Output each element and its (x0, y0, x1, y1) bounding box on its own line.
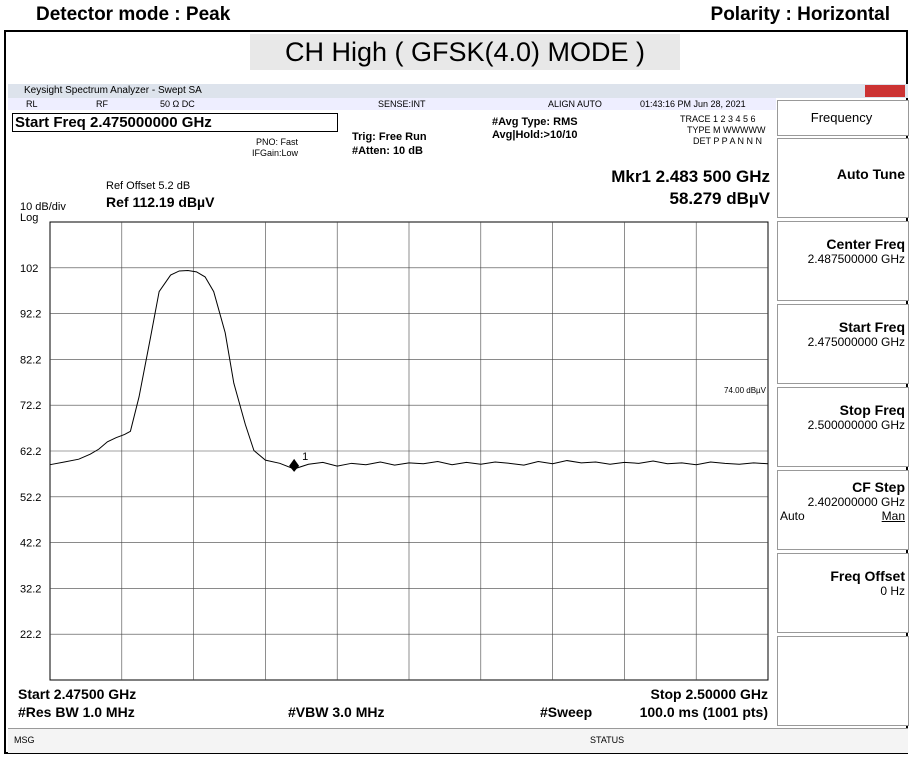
input: 50 Ω DC (160, 99, 195, 109)
atten: #Atten: 10 dB (352, 145, 423, 157)
window-title: Keysight Spectrum Analyzer - Swept SA (8, 84, 908, 98)
log: Log (20, 212, 39, 224)
softkey-cf-step[interactable]: CF Step 2.402000000 GHz Auto Man (777, 470, 909, 550)
man: Man (881, 509, 905, 523)
label: Stop Freq (839, 402, 905, 418)
pno: PNO: Fast (256, 137, 299, 147)
avg-hold: Avg|Hold:>10/10 (492, 129, 578, 141)
value: 0 Hz (880, 584, 905, 598)
softkey-stop[interactable]: Stop Freq 2.500000000 GHz (777, 387, 909, 467)
stop: Stop 2.50000 GHz (650, 686, 769, 702)
y-tick-label: 92.2 (20, 309, 41, 321)
vbw: #VBW 3.0 MHz (288, 704, 385, 720)
window-controls[interactable] (865, 85, 905, 97)
scale: 10 dB/div (20, 201, 66, 213)
y-tick-label: 52.2 (20, 492, 41, 504)
start: Start 2.47500 GHz (18, 686, 137, 702)
softkey-center[interactable]: Center Freq 2.487500000 GHz (777, 221, 909, 301)
chart-title: CH High ( GFSK(4.0) MODE ) (250, 34, 680, 70)
trace-det: DET P P A N N N (693, 136, 763, 146)
msg: MSG (14, 735, 35, 745)
auto: Auto (780, 509, 805, 523)
sweep-time: 100.0 ms (1001 pts) (639, 704, 768, 720)
y-tick-label: 82.2 (20, 354, 41, 366)
polarity: Polarity : Horizontal (710, 4, 890, 25)
marker (289, 458, 300, 472)
softkey-auto-tune[interactable]: Auto Tune (777, 138, 909, 218)
y-tick-label: 102 (20, 263, 38, 275)
y-tick-label: 42.2 (20, 538, 41, 550)
value: 2.487500000 GHz (807, 252, 905, 266)
plot: 102 92.2 82.2 72.2 62.2 52.2 42.2 32.2 22.2 74.00… (20, 221, 769, 681)
start-freq: Start Freq 2.475000000 GHz (12, 113, 338, 132)
limit-label: 74.00 dBµV (724, 386, 767, 395)
auto-man: Auto Man (778, 509, 905, 523)
ref-offset: Ref Offset 5.2 dB (106, 180, 191, 192)
ref-level: Ref 112.19 dBµV (106, 194, 215, 210)
trace: TRACE 1 2 3 4 5 6 (680, 114, 756, 124)
label: Center Freq (826, 236, 905, 252)
label: Freq Offset (830, 568, 905, 584)
detector-mode: Detector mode : Peak (36, 4, 231, 25)
y-tick-label: 32.2 (20, 583, 41, 595)
msg-bar (8, 728, 908, 753)
sweep: #Sweep (540, 704, 593, 720)
marker-freq: Mkr1 2.483 500 GHz (611, 167, 770, 186)
softkey-start[interactable]: Start Freq 2.475000000 GHz (777, 304, 909, 384)
align: ALIGN AUTO (548, 99, 602, 109)
label: Start Freq (838, 319, 905, 335)
avg-type: #Avg Type: RMS (492, 116, 578, 128)
status: STATUS (590, 735, 625, 745)
time: 01:43:16 PM Jun 28, 2021 (640, 99, 746, 109)
softkey-offset[interactable]: Freq Offset 0 Hz (777, 553, 909, 633)
softkey-blank[interactable] (777, 636, 909, 726)
ifgain: IFGain:Low (252, 148, 299, 158)
rf: RF (96, 99, 108, 109)
sense: SENSE:INT (378, 99, 426, 109)
trace-type: TYPE M WWWWW (687, 125, 766, 135)
status-row: RL RF 50 Ω DC SENSE:INT ALIGN AUTO 01:43… (8, 98, 776, 110)
marker-level: 58.279 dBµV (669, 189, 770, 208)
rbw: #Res BW 1.0 MHz (18, 704, 135, 720)
marker-label: 1 (302, 451, 308, 463)
y-tick-label: 22.2 (20, 629, 41, 641)
value: 2.475000000 GHz (807, 335, 905, 349)
y-tick-label: 62.2 (20, 446, 41, 458)
trig: Trig: Free Run (352, 131, 427, 143)
label: CF Step (852, 479, 905, 495)
value: 2.402000000 GHz (807, 495, 905, 509)
value: 2.500000000 GHz (807, 418, 905, 432)
trace (49, 269, 769, 470)
softkey-menu: Frequency (777, 100, 909, 136)
rl: RL (26, 99, 38, 109)
y-tick-label: 72.2 (20, 400, 41, 412)
